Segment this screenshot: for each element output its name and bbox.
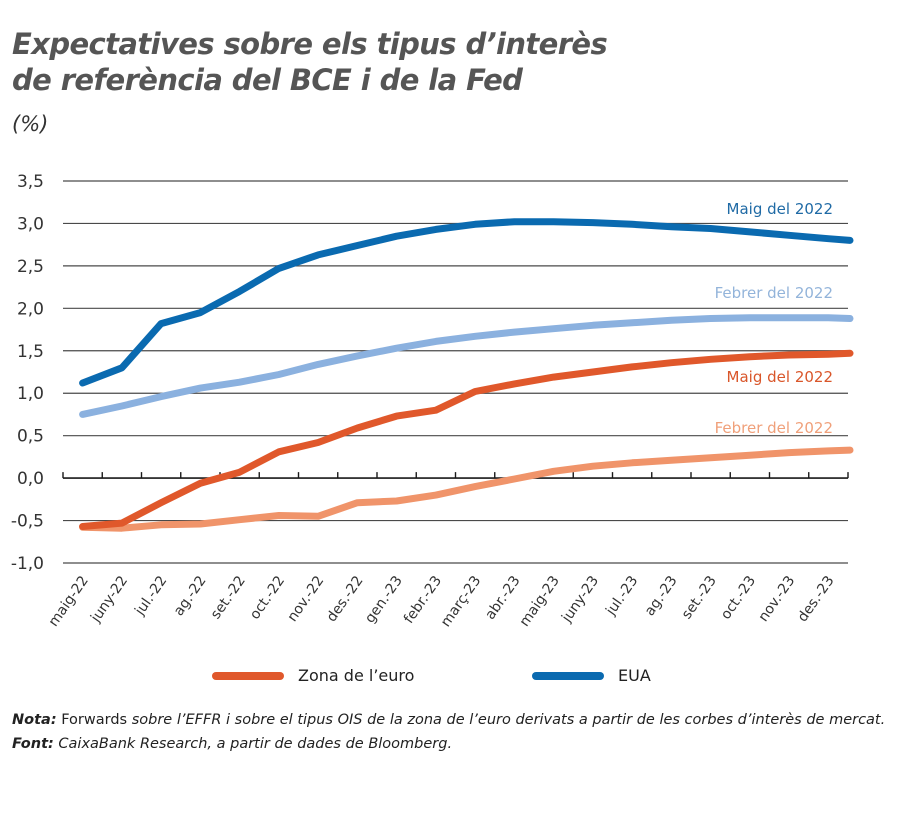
x-tick-label: ag.-23 — [642, 573, 681, 619]
series-lines — [79, 218, 854, 532]
chart-title-line-2: de referència del BCE i de la Fed — [12, 63, 523, 97]
x-tick-label: des.-22 — [324, 573, 367, 625]
series-line — [79, 446, 854, 532]
legend: Zona de l’euro EUA — [0, 666, 900, 690]
x-tick-label: oct.-23 — [718, 573, 759, 622]
gridlines — [63, 180, 848, 564]
series-line — [79, 349, 854, 530]
chart-title: Expectatives sobre els tipus d’interès d… — [12, 26, 608, 98]
x-tick-label: maig-23 — [517, 573, 563, 630]
legend-item-euro-zone: Zona de l’euro — [212, 666, 414, 685]
series-annotation: Maig del 2022 — [727, 368, 833, 386]
x-tick-label: gen.-23 — [362, 573, 406, 626]
x-tick-label: juny-23 — [558, 573, 602, 626]
note-text-italic: sobre l’EFFR i sobre el tipus OIS de la … — [127, 712, 886, 728]
x-tick-label: nov.-22 — [284, 573, 327, 625]
x-tick-label: set.-23 — [679, 573, 720, 622]
series-annotation: Maig del 2022 — [727, 200, 833, 218]
y-tick-label: 1,0 — [17, 384, 44, 404]
x-tick-label: març-23 — [438, 573, 485, 630]
x-tick-label: maig-22 — [46, 573, 92, 630]
chart-title-line-1: Expectatives sobre els tipus d’interès — [12, 27, 608, 61]
series-annotation: Febrer del 2022 — [715, 284, 833, 302]
source-text: CaixaBank Research, a partir de dades de… — [53, 736, 453, 752]
x-tick-label: ag.-22 — [171, 573, 210, 619]
x-tick-label: juny-22 — [87, 573, 131, 626]
y-tick-label: 2,0 — [17, 299, 44, 319]
x-tick-label: oct.-22 — [247, 573, 288, 622]
x-axis — [62, 472, 849, 479]
x-tick-label: jul.-22 — [132, 573, 171, 619]
legend-item-usa: EUA — [532, 666, 651, 685]
note-text-regular: Forwards — [56, 712, 128, 728]
y-tick-label: 2,5 — [17, 257, 44, 277]
legend-label-euro-zone: Zona de l’euro — [298, 666, 415, 685]
series-line — [79, 218, 854, 387]
y-tick-label: 0,0 — [17, 469, 44, 489]
series-line — [79, 314, 854, 418]
unit-label: (%) — [12, 112, 49, 136]
source-label: Font: — [12, 736, 54, 752]
y-tick-label: 1,5 — [17, 342, 44, 362]
x-tick-label: des.-23 — [795, 573, 838, 625]
note-label: Nota: — [12, 712, 57, 728]
legend-swatch-usa — [532, 671, 604, 680]
series-annotation: Febrer del 2022 — [715, 419, 833, 437]
note-paragraph: Nota: Forwards sobre l’EFFR i sobre el t… — [12, 708, 892, 732]
y-tick-label: -0,5 — [11, 512, 44, 532]
x-tick-label: jul.-23 — [603, 573, 642, 619]
x-tick-label: set.-22 — [208, 573, 249, 622]
series-annotations: Maig del 2022 Febrer del 2022 Maig del 202… — [715, 200, 833, 437]
x-tick-label: nov.-23 — [755, 573, 798, 625]
chart-notes: Nota: Forwards sobre l’EFFR i sobre el t… — [12, 708, 892, 756]
legend-label-usa: EUA — [618, 666, 651, 685]
y-tick-label: -1,0 — [11, 554, 44, 574]
y-tick-label: 3,0 — [17, 214, 44, 234]
y-tick-label: 0,5 — [17, 427, 44, 447]
y-tick-label: 3,5 — [17, 172, 44, 192]
line-chart: 3,5 3,0 2,5 2,0 1,5 1,0 0,5 0,0 -0,5 -1,0 maig-22… — [11, 172, 854, 630]
legend-swatch-euro-zone — [212, 671, 284, 680]
x-tick-label: abr.-23 — [482, 573, 523, 623]
source-paragraph: Font: CaixaBank Research, a partir de da… — [12, 732, 892, 756]
y-axis-ticks: 3,5 3,0 2,5 2,0 1,5 1,0 0,5 0,0 -0,5 -1,0 — [11, 172, 44, 574]
